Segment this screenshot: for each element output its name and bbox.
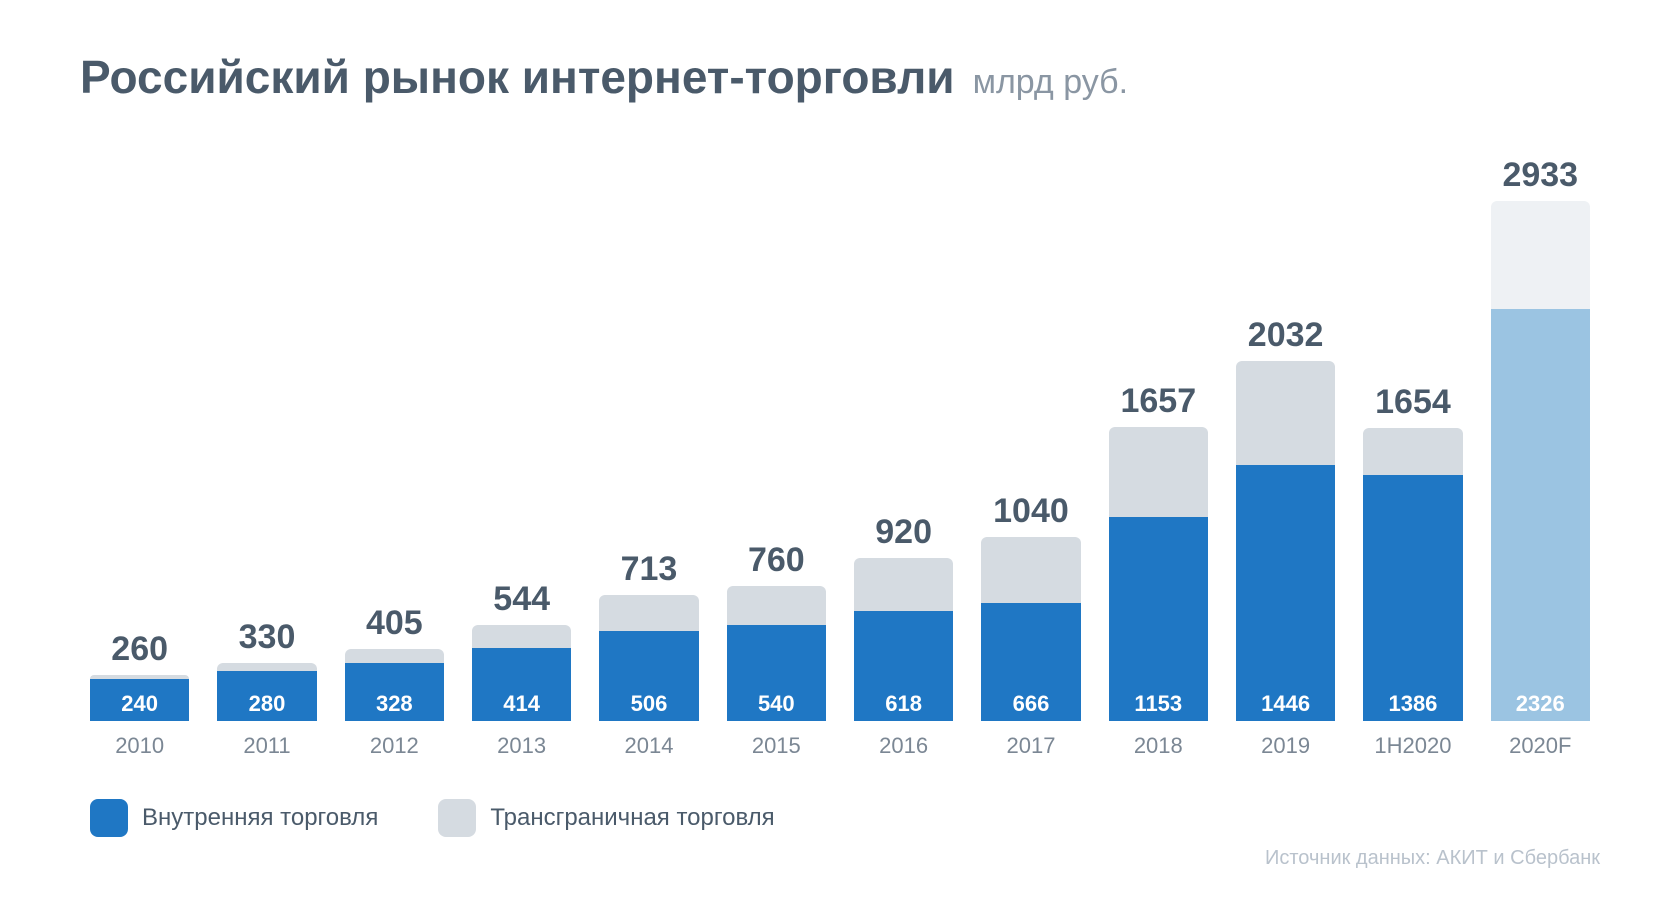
bar-stack: 1386	[1363, 428, 1462, 721]
bar-segment-domestic: 666	[981, 603, 1080, 721]
category-label: 2018	[1134, 733, 1183, 759]
bar-column: 330 280 2011	[217, 618, 316, 760]
bar-segment-domestic: 540	[727, 625, 826, 721]
bar-total-label: 1654	[1375, 383, 1451, 422]
bar-total-label: 330	[239, 618, 296, 657]
legend-swatch-domestic	[90, 799, 128, 837]
bar-segment-domestic: 414	[472, 648, 571, 721]
bar-segment-domestic: 506	[599, 631, 698, 721]
bar-stack: 414	[472, 625, 571, 721]
bar-segment-crossborder	[1109, 427, 1208, 516]
bar-total-label: 2933	[1502, 156, 1578, 195]
bar-column: 1657 1153 2018	[1109, 382, 1208, 759]
source-text: Источник данных: АКИТ и Сбербанк	[80, 847, 1600, 870]
legend-swatch-crossborder	[438, 799, 476, 837]
bar-column: 405 328 2012	[345, 604, 444, 759]
chart-area: 260 240 2010 330 280 2011 405 328 2012 544 414 2013…	[80, 154, 1600, 759]
bar-segment-crossborder	[1491, 201, 1590, 309]
bar-segment-domestic: 1446	[1236, 465, 1335, 721]
legend-item-crossborder: Трансграничная торговля	[438, 799, 774, 837]
title-row: Российский рынок интернет-торговли млрд …	[80, 50, 1600, 104]
bar-stack: 1446	[1236, 361, 1335, 721]
bar-stack: 2326	[1491, 201, 1590, 721]
bar-column: 1040 666 2017	[981, 492, 1080, 759]
bar-stack: 1153	[1109, 427, 1208, 721]
category-label: 2016	[879, 733, 928, 759]
bar-column: 713 506 2014	[599, 550, 698, 759]
bar-total-label: 920	[875, 513, 932, 552]
bar-stack: 328	[345, 649, 444, 721]
bar-column: 260 240 2010	[90, 630, 189, 759]
category-label: 1H2020	[1374, 733, 1451, 759]
bar-column: 1654 1386 1H2020	[1363, 383, 1462, 759]
bar-total-label: 405	[366, 604, 423, 643]
legend-item-domestic: Внутренняя торговля	[90, 799, 378, 837]
bar-stack: 506	[599, 595, 698, 721]
category-label: 2020F	[1509, 733, 1571, 759]
bar-segment-crossborder	[1236, 361, 1335, 465]
chart-subtitle: млрд руб.	[973, 63, 1128, 102]
bar-stack: 618	[854, 558, 953, 721]
bar-column: 2032 1446 2019	[1236, 316, 1335, 759]
legend: Внутренняя торговля Трансграничная торго…	[80, 799, 1600, 837]
bar-total-label: 760	[748, 541, 805, 580]
bar-total-label: 1040	[993, 492, 1069, 531]
bar-stack: 540	[727, 586, 826, 721]
bar-column: 2933 2326 2020F	[1491, 156, 1590, 759]
category-label: 2013	[497, 733, 546, 759]
bar-total-label: 1657	[1120, 382, 1196, 421]
chart-title: Российский рынок интернет-торговли	[80, 50, 955, 104]
bar-total-label: 544	[493, 580, 550, 619]
bar-segment-crossborder	[1363, 428, 1462, 476]
category-label: 2010	[115, 733, 164, 759]
category-label: 2019	[1261, 733, 1310, 759]
bar-segment-domestic: 240	[90, 679, 189, 721]
bar-total-label: 260	[111, 630, 168, 669]
bar-segment-domestic: 1153	[1109, 517, 1208, 721]
category-label: 2015	[752, 733, 801, 759]
bar-total-label: 2032	[1248, 316, 1324, 355]
bar-stack: 240	[90, 675, 189, 721]
bar-segment-domestic: 618	[854, 611, 953, 721]
category-label: 2014	[625, 733, 674, 759]
legend-label-domestic: Внутренняя торговля	[142, 804, 378, 832]
category-label: 2012	[370, 733, 419, 759]
bar-column: 544 414 2013	[472, 580, 571, 759]
bar-segment-crossborder	[727, 586, 826, 625]
bar-segment-crossborder	[599, 595, 698, 632]
legend-label-crossborder: Трансграничная торговля	[490, 804, 774, 832]
bar-column: 920 618 2016	[854, 513, 953, 759]
bar-total-label: 713	[621, 550, 678, 589]
bar-segment-domestic: 1386	[1363, 475, 1462, 721]
bar-stack: 280	[217, 663, 316, 722]
bar-segment-crossborder	[981, 537, 1080, 603]
bar-segment-domestic: 2326	[1491, 309, 1590, 721]
category-label: 2017	[1006, 733, 1055, 759]
bar-segment-domestic: 280	[217, 671, 316, 721]
bar-column: 760 540 2015	[727, 541, 826, 759]
bar-segment-crossborder	[217, 663, 316, 672]
bar-segment-crossborder	[472, 625, 571, 648]
bar-stack: 666	[981, 537, 1080, 721]
bar-segment-crossborder	[345, 649, 444, 663]
bar-segment-crossborder	[854, 558, 953, 612]
bar-segment-domestic: 328	[345, 663, 444, 721]
category-label: 2011	[243, 733, 290, 759]
